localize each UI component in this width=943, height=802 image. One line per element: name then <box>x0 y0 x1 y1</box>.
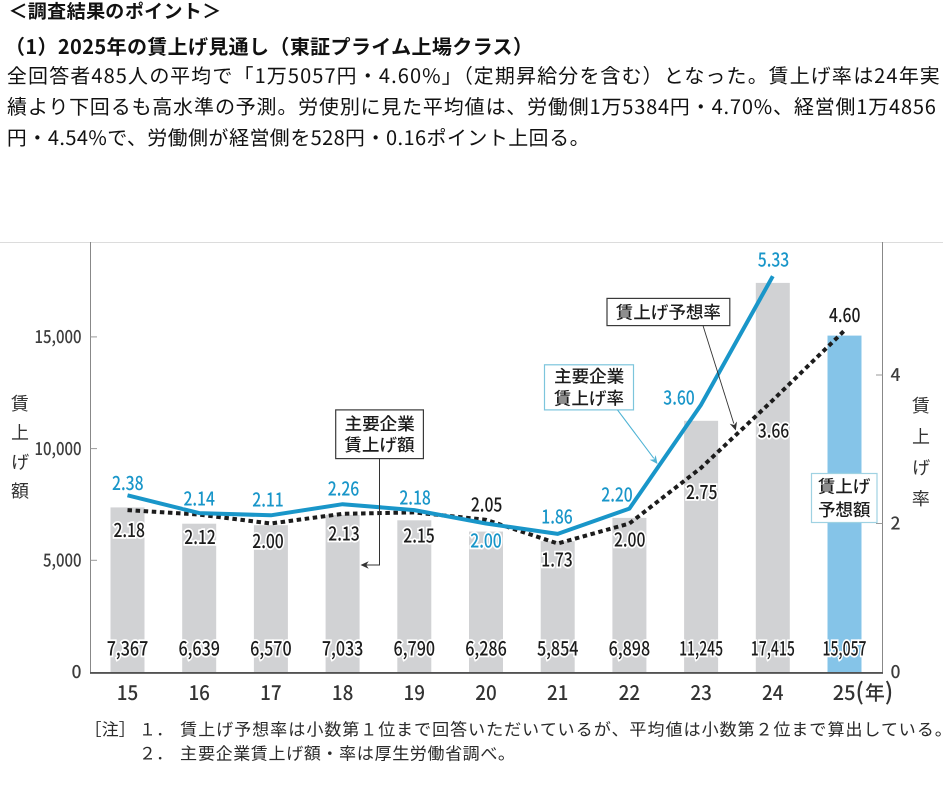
svg-text:賃: 賃 <box>912 392 930 418</box>
svg-text:2.20: 2.20 <box>601 481 633 508</box>
svg-text:賃上げ: 賃上げ <box>818 474 871 499</box>
svg-text:7,033: 7,033 <box>322 632 364 661</box>
svg-text:4: 4 <box>891 362 901 387</box>
svg-text:11,245: 11,245 <box>679 632 723 661</box>
svg-text:賃上げ率: 賃上げ率 <box>554 386 624 411</box>
svg-text:賃上げ予想率: 賃上げ予想率 <box>616 299 721 324</box>
svg-text:16: 16 <box>188 677 210 706</box>
svg-text:2.00: 2.00 <box>614 526 646 553</box>
svg-text:15,000: 15,000 <box>35 324 82 349</box>
svg-text:22: 22 <box>619 677 641 706</box>
svg-text:主要企業: 主要企業 <box>345 411 415 436</box>
svg-text:主要企業賃上げ額・率は厚生労働省調べ。: 主要企業賃上げ額・率は厚生労働省調べ。 <box>180 740 515 765</box>
svg-text:17,415: 17,415 <box>751 632 795 661</box>
svg-text:2.11: 2.11 <box>252 486 284 513</box>
svg-text:2.18: 2.18 <box>113 516 145 543</box>
svg-text:げ: げ <box>912 454 930 480</box>
svg-text:2.15: 2.15 <box>403 522 435 549</box>
svg-text:上: 上 <box>11 419 29 445</box>
svg-text:2.13: 2.13 <box>328 520 360 547</box>
svg-text:1.73: 1.73 <box>541 546 573 573</box>
svg-text:18: 18 <box>332 677 354 706</box>
svg-text:賃上げ額: 賃上げ額 <box>345 432 415 457</box>
svg-text:げ: げ <box>11 448 29 474</box>
svg-text:賃上げ予想率は小数第１位まで回答いただいているが、平均値は小: 賃上げ予想率は小数第１位まで回答いただいているが、平均値は小数第２位まで算出して… <box>180 716 943 741</box>
svg-text:2.18: 2.18 <box>399 484 431 511</box>
svg-text:2.00: 2.00 <box>252 527 284 554</box>
svg-text:１．: １． <box>139 716 173 741</box>
svg-text:2.12: 2.12 <box>184 523 216 550</box>
svg-text:予想額: 予想額 <box>818 497 871 522</box>
svg-text:2.26: 2.26 <box>328 474 360 501</box>
svg-text:0: 0 <box>891 659 901 684</box>
svg-text:7,367: 7,367 <box>107 632 149 661</box>
svg-text:4.60: 4.60 <box>829 301 861 328</box>
svg-text:23: 23 <box>690 677 712 706</box>
svg-text:19: 19 <box>404 677 426 706</box>
svg-text:15: 15 <box>117 677 139 706</box>
svg-text:15,057: 15,057 <box>823 632 867 661</box>
svg-text:6,639: 6,639 <box>178 632 220 661</box>
svg-text:2.05: 2.05 <box>471 491 503 518</box>
svg-text:2.75: 2.75 <box>686 478 718 505</box>
svg-text:5.33: 5.33 <box>758 246 790 273</box>
svg-text:2.14: 2.14 <box>183 484 215 511</box>
svg-text:24: 24 <box>762 677 784 706</box>
svg-text:25(年): 25(年) <box>833 673 894 707</box>
svg-text:6,570: 6,570 <box>250 632 292 661</box>
svg-text:主要企業: 主要企業 <box>554 364 624 389</box>
svg-text:1.86: 1.86 <box>541 503 573 530</box>
svg-text:率: 率 <box>912 485 930 511</box>
svg-text:上: 上 <box>912 423 930 449</box>
svg-text:17: 17 <box>260 677 282 706</box>
svg-text:2.38: 2.38 <box>112 469 144 496</box>
svg-text:10,000: 10,000 <box>35 436 82 461</box>
svg-text:3.66: 3.66 <box>758 417 790 444</box>
svg-text:額: 額 <box>11 478 29 504</box>
svg-text:5,854: 5,854 <box>537 632 579 661</box>
svg-text:2.00: 2.00 <box>470 527 502 554</box>
svg-text:6,898: 6,898 <box>609 632 651 661</box>
svg-text:6,790: 6,790 <box>394 632 436 661</box>
svg-text:6,286: 6,286 <box>465 632 507 661</box>
svg-text:20: 20 <box>475 677 497 706</box>
svg-text:3.60: 3.60 <box>663 384 695 411</box>
svg-text:5,000: 5,000 <box>43 548 82 573</box>
svg-text:0: 0 <box>72 659 82 684</box>
svg-text:2: 2 <box>891 511 901 536</box>
svg-text:２．: ２． <box>139 740 173 765</box>
svg-text:［注］: ［注］ <box>85 716 136 741</box>
svg-text:21: 21 <box>547 677 569 706</box>
svg-text:賃: 賃 <box>11 390 29 416</box>
